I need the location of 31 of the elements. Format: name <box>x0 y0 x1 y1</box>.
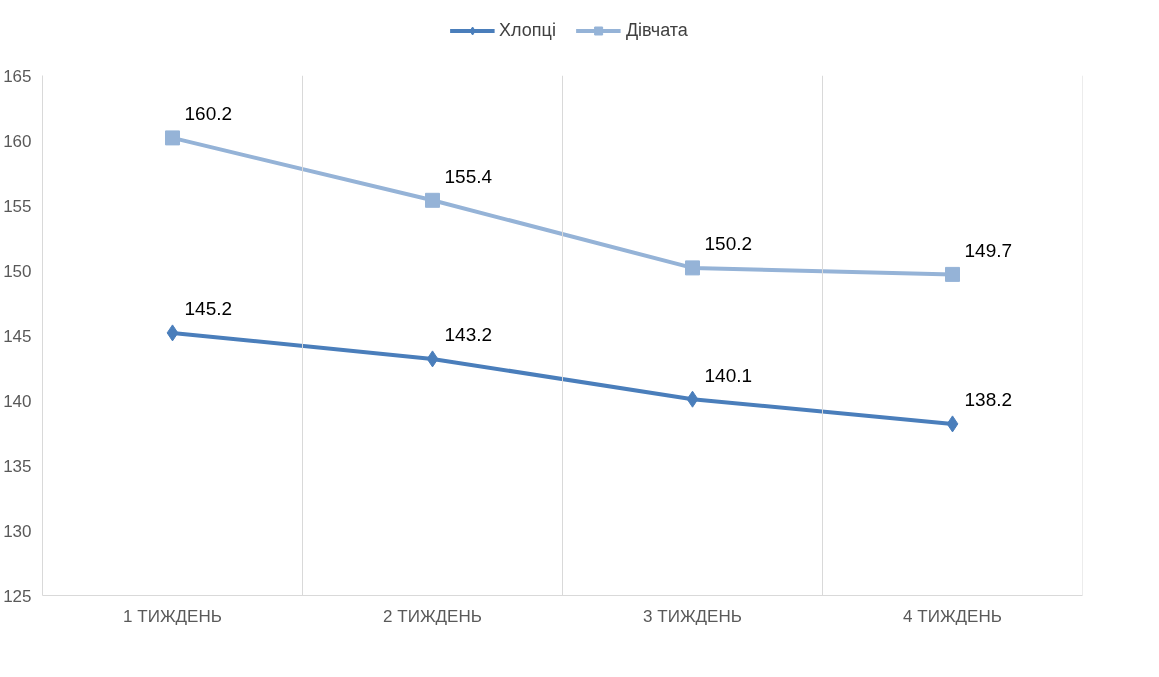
point <box>685 260 700 276</box>
point <box>425 192 440 208</box>
y-tick-label: 140 <box>3 391 32 411</box>
point <box>165 130 180 146</box>
legend-label: Дівчата <box>625 19 688 41</box>
y-tick-label: 130 <box>3 521 32 541</box>
point <box>166 324 179 342</box>
point <box>686 390 699 408</box>
y-tick-label: 165 <box>3 66 32 86</box>
x-tick-label: 2 ТИЖДЕНЬ <box>383 606 482 626</box>
data-label: 155.4 <box>444 165 493 187</box>
x-tick-label: 3 ТИЖДЕНЬ <box>643 606 742 626</box>
x-tick-label: 4 ТИЖДЕНЬ <box>903 606 1002 626</box>
y-tick-label: 160 <box>3 131 32 151</box>
data-label: 150.2 <box>704 233 753 255</box>
data-label: 160.2 <box>184 103 233 125</box>
y-tick-label: 125 <box>3 586 32 606</box>
y-tick-label: 135 <box>3 456 32 476</box>
data-label: 149.7 <box>964 239 1013 261</box>
y-tick-label: 145 <box>3 326 32 346</box>
data-label: 138.2 <box>964 389 1013 411</box>
point <box>426 350 439 368</box>
data-label: 145.2 <box>184 298 233 320</box>
legend-label: Хлопці <box>499 19 556 41</box>
point <box>945 266 960 282</box>
y-tick-label: 155 <box>3 196 32 216</box>
y-tick-label: 150 <box>3 261 32 281</box>
data-label: 143.2 <box>444 324 493 346</box>
x-tick-label: 1 ТИЖДЕНЬ <box>123 606 222 626</box>
data-label: 140.1 <box>704 364 753 386</box>
point <box>946 415 959 433</box>
